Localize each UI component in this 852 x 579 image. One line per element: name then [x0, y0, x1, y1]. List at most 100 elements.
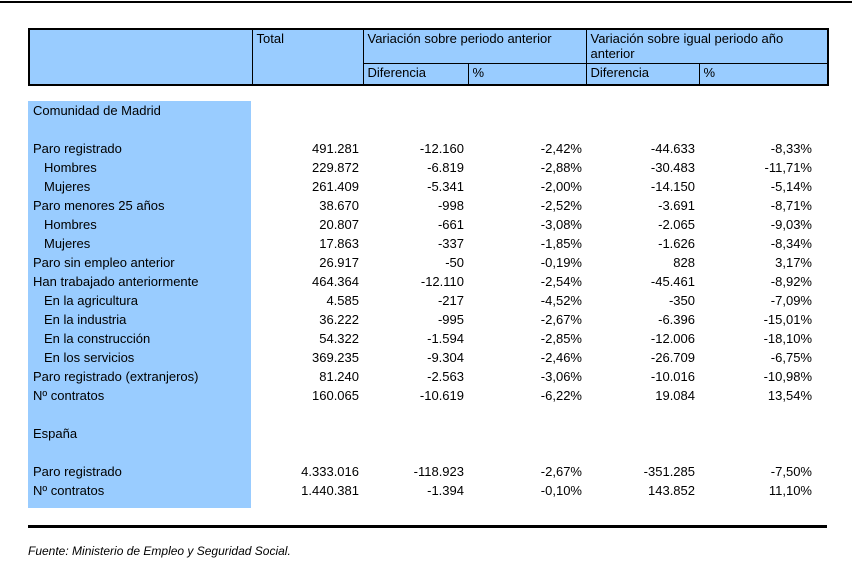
top-rule — [0, 1, 852, 3]
table-row: Nº contratos 160.065 -10.619 -6,22% 19.0… — [28, 386, 827, 405]
cell-pct-prev: -2,00% — [540, 179, 582, 194]
cell-total: 38.670 — [319, 198, 359, 213]
cell-total: 4.585 — [326, 293, 359, 308]
cell-dif-year: -1.626 — [658, 236, 695, 251]
cell-dif-prev: -5.341 — [427, 179, 464, 194]
row-label: Hombres — [28, 215, 251, 234]
pct-year-header: % — [698, 62, 829, 86]
cell-pct-prev: -1,85% — [540, 236, 582, 251]
cell-dif-year: -3.691 — [658, 198, 695, 213]
pct-prev-header: % — [467, 62, 587, 86]
header-row-subcolumns: Diferencia % Diferencia % — [29, 62, 829, 86]
cell-dif-prev: -998 — [437, 198, 464, 213]
row-label: Paro menores 25 años — [28, 196, 251, 215]
spacer-cell — [585, 443, 698, 462]
table-row: Han trabajado anteriormente 464.364 -12.… — [28, 272, 827, 291]
cell-total: 20.807 — [319, 217, 359, 232]
cell-dif-prev: -217 — [437, 293, 464, 308]
cell-dif-prev: -118.923 — [413, 464, 464, 479]
spacer-cell — [362, 500, 467, 508]
spacer-cell — [362, 120, 467, 139]
cell-dif-year: -350 — [668, 293, 695, 308]
cell-total: 369.235 — [312, 350, 359, 365]
cell-pct-year: -5,14% — [770, 179, 812, 194]
cell-pct-prev: -3,08% — [540, 217, 582, 232]
cell-pct-year: 13,54% — [767, 388, 812, 403]
row-label: Mujeres — [28, 177, 251, 196]
spacer-cell — [467, 443, 585, 462]
table-row: Mujeres 261.409 -5.341 -2,00% -14.150 -5… — [28, 177, 827, 196]
header-row-groups: Total Variación sobre periodo anterior V… — [28, 28, 829, 86]
spacer-cell — [251, 405, 362, 424]
spacer-cell — [698, 120, 827, 139]
cell-dif-year: -2.065 — [658, 217, 695, 232]
cell-pct-prev — [467, 101, 585, 120]
cell-pct-prev: -4,52% — [540, 293, 582, 308]
row-label: Paro registrado — [28, 139, 251, 158]
table-row: Paro registrado 491.281 -12.160 -2,42% -… — [28, 139, 827, 158]
cell-dif-prev: -6.819 — [427, 160, 464, 175]
cell-dif-prev: -10.619 — [419, 388, 464, 403]
cell-dif-prev: -12.110 — [420, 274, 464, 289]
cell-dif-prev: -12.160 — [419, 141, 464, 156]
cell-total: 81.240 — [319, 369, 359, 384]
row-label: Mujeres — [28, 234, 251, 253]
spacer-row — [28, 443, 827, 462]
bottom-rule — [28, 525, 827, 528]
table-row: Paro sin empleo anterior 26.917 -50 -0,1… — [28, 253, 827, 272]
cell-pct-year: -8,71% — [770, 198, 812, 213]
cell-total: 36.222 — [319, 312, 359, 327]
cell-pct-prev: -2,42% — [540, 141, 582, 156]
section-row: Comunidad de Madrid — [28, 101, 827, 120]
cell-pct-prev: -2,54% — [540, 274, 582, 289]
source-note: Fuente: Ministerio de Empleo y Seguridad… — [28, 544, 291, 558]
cell-pct-prev — [467, 424, 585, 443]
cell-dif-prev: -2.563 — [427, 369, 464, 384]
spacer-cell — [28, 120, 251, 139]
summary-table-header: Total Variación sobre periodo anterior V… — [28, 28, 830, 86]
cell-pct-prev: -0,19% — [540, 255, 582, 270]
cell-pct-year: -15,01% — [763, 312, 812, 327]
cell-total: 491.281 — [312, 141, 359, 156]
cell-dif-prev — [362, 101, 467, 120]
cell-pct-year: 3,17% — [775, 255, 812, 270]
cell-dif-year: -45.461 — [650, 274, 695, 289]
cell-total: 26.917 — [319, 255, 359, 270]
spacer-cell — [28, 405, 251, 424]
cell-dif-year: -30.483 — [650, 160, 695, 175]
table-row: Hombres 229.872 -6.819 -2,88% -30.483 -1… — [28, 158, 827, 177]
cell-dif-prev — [362, 424, 467, 443]
cell-dif-year: -12.006 — [650, 331, 695, 346]
spacer-cell — [28, 443, 251, 462]
spacer-cell — [362, 443, 467, 462]
cell-pct-year: -11,71% — [764, 160, 812, 175]
cell-pct-prev: -2,88% — [540, 160, 582, 175]
cell-pct-year: -8,34% — [770, 236, 812, 251]
spacer-cell — [467, 405, 585, 424]
corner-header-cell — [28, 28, 253, 86]
cell-total — [251, 101, 362, 120]
spacer-cell — [28, 500, 251, 508]
summary-table-body: Comunidad de Madrid Paro registrado 491.… — [28, 101, 827, 508]
cell-dif-prev: -1.594 — [427, 331, 464, 346]
table-row: Paro menores 25 años 38.670 -998 -2,52% … — [28, 196, 827, 215]
cell-dif-year: 19.084 — [655, 388, 695, 403]
row-label: Nº contratos — [28, 481, 251, 500]
cell-dif-prev: -1.394 — [427, 483, 464, 498]
cell-dif-prev: -337 — [437, 236, 464, 251]
row-label: Paro sin empleo anterior — [28, 253, 251, 272]
spacer-cell — [251, 500, 362, 508]
spacer-row — [28, 405, 827, 424]
cell-pct-prev: -2,52% — [540, 198, 582, 213]
table-row: En la industria 36.222 -995 -2,67% -6.39… — [28, 310, 827, 329]
spacer-cell — [251, 120, 362, 139]
row-label: Hombres — [28, 158, 251, 177]
table-row: Mujeres 17.863 -337 -1,85% -1.626 -8,34% — [28, 234, 827, 253]
table-row: Nº contratos 1.440.381 -1.394 -0,10% 143… — [28, 481, 827, 500]
row-label: Paro registrado (extranjeros) — [28, 367, 251, 386]
cell-pct-prev: -2,85% — [540, 331, 582, 346]
spacer-cell — [467, 500, 585, 508]
cell-pct-prev: -0,10% — [540, 483, 582, 498]
cell-dif-year: -44.633 — [650, 141, 695, 156]
row-label: En los servicios — [28, 348, 251, 367]
